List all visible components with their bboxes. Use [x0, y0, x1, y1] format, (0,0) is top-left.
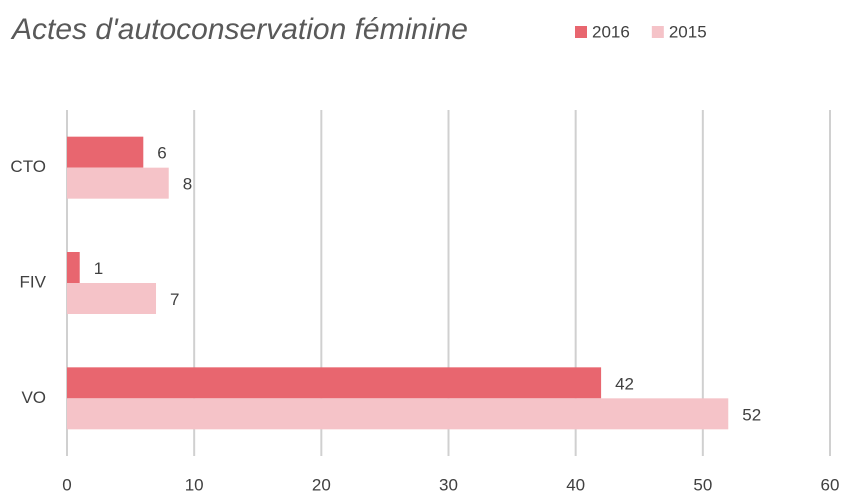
- bar: [67, 367, 602, 399]
- bar: [67, 167, 169, 199]
- bar: [67, 136, 144, 168]
- bar: [67, 252, 80, 283]
- legend-swatch: [575, 26, 587, 38]
- x-tick-label: 20: [312, 475, 331, 494]
- x-tick-label: 30: [439, 475, 458, 494]
- x-tick-label: 0: [62, 475, 71, 494]
- data-label: 6: [157, 144, 166, 163]
- data-label: 52: [742, 405, 761, 424]
- x-tick-label: 60: [821, 475, 840, 494]
- chart-title: Actes d'autoconservation féminine: [10, 13, 468, 46]
- x-tick-label: 50: [693, 475, 712, 494]
- legend-label: 2015: [669, 22, 707, 41]
- bar: [67, 398, 729, 430]
- y-tick-label: VO: [21, 388, 46, 407]
- y-tick-label: CTO: [10, 157, 46, 176]
- y-tick-label: FIV: [20, 272, 47, 291]
- data-label: 1: [94, 259, 103, 278]
- data-label: 42: [615, 374, 634, 393]
- data-label: 8: [183, 175, 192, 194]
- legend-label: 2016: [592, 22, 630, 41]
- legend-swatch: [651, 26, 664, 38]
- x-tick-label: 40: [566, 475, 585, 494]
- bar: [67, 283, 157, 314]
- x-tick-label: 10: [185, 475, 204, 494]
- data-label: 7: [170, 290, 179, 309]
